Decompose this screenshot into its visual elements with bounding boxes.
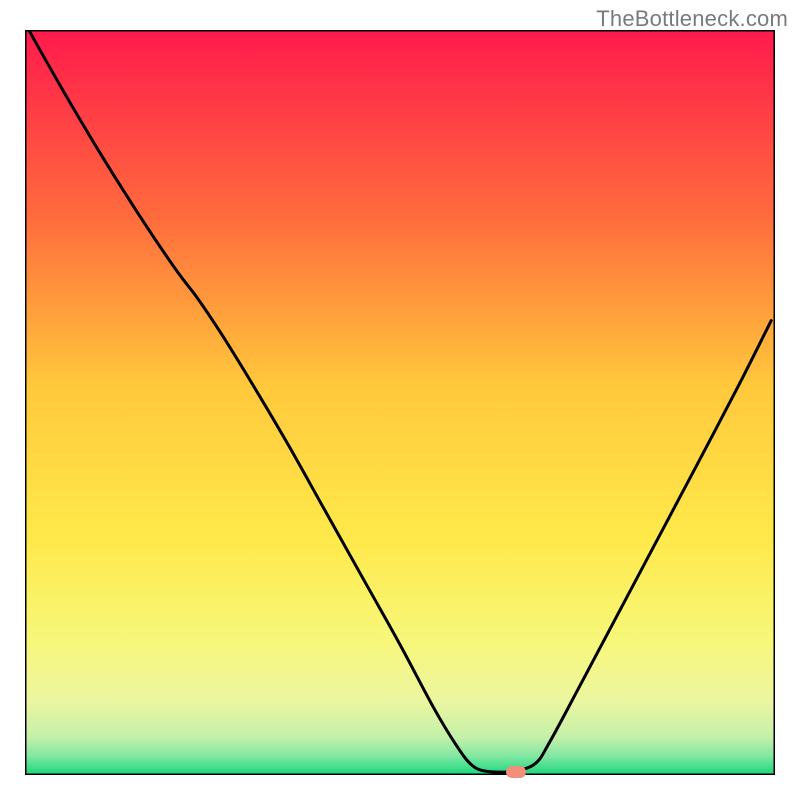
plot-area — [25, 30, 775, 775]
chart-svg — [25, 30, 775, 775]
gradient-background — [25, 30, 775, 775]
minimum-marker — [506, 766, 526, 778]
watermark-text: TheBottleneck.com — [596, 6, 788, 32]
chart-container: TheBottleneck.com — [0, 0, 800, 800]
